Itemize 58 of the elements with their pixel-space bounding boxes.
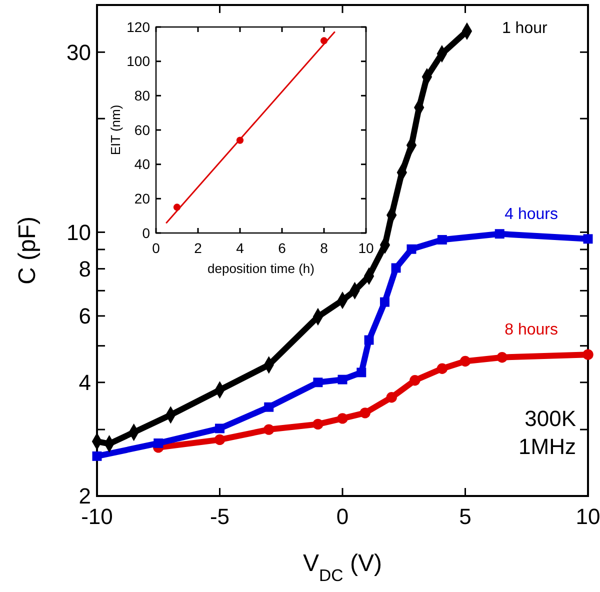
x-axis-title: deposition time (h) <box>208 261 314 276</box>
y-axis-title: C (pF) <box>14 216 41 284</box>
point <box>406 244 416 254</box>
y-tick-label: 40 <box>134 156 150 172</box>
y-tick-label: 6 <box>78 304 91 329</box>
y-tick-label: 120 <box>126 18 150 35</box>
x-tick-label: 2 <box>194 240 202 256</box>
point <box>214 434 226 446</box>
point <box>496 352 508 363</box>
x-tick-label: 6 <box>278 240 286 256</box>
x-tick-label: 8 <box>320 240 328 256</box>
y-tick-label: 0 <box>142 224 150 241</box>
point <box>360 408 370 418</box>
point <box>410 375 420 386</box>
point <box>494 229 504 239</box>
y-axis-title: EIT (nm) <box>108 104 123 156</box>
point <box>460 356 471 367</box>
y-tick-label: 4 <box>78 370 91 396</box>
x-tick-label: 4 <box>236 240 244 256</box>
point <box>356 368 366 378</box>
point <box>583 234 593 244</box>
point <box>264 402 274 412</box>
x-tick-label: 5 <box>459 504 472 529</box>
y-tick-label: 8 <box>78 256 91 282</box>
point <box>215 424 224 434</box>
point <box>154 438 164 448</box>
point <box>313 378 323 388</box>
series-label: 1 hour <box>502 20 548 38</box>
point <box>92 451 102 461</box>
point <box>320 37 328 44</box>
point <box>437 235 447 245</box>
point <box>312 418 324 430</box>
x-axis-title: V$_{DC}$ (V) <box>303 550 382 584</box>
x-tick-label: 10 <box>576 504 600 529</box>
point <box>582 349 594 360</box>
point <box>338 374 348 384</box>
y-tick-label: 30 <box>66 40 91 65</box>
point <box>337 413 348 424</box>
x-tick-label: 10 <box>358 240 374 256</box>
point <box>364 335 374 345</box>
x-tick-label: -5 <box>210 504 230 529</box>
y-tick-label: 20 <box>134 190 150 207</box>
point <box>436 363 448 374</box>
point <box>236 136 244 144</box>
y-tick-label: 60 <box>134 122 150 138</box>
point <box>391 263 401 273</box>
annotation: 300K <box>524 406 576 431</box>
point <box>173 204 181 211</box>
point <box>264 424 274 435</box>
point <box>380 297 390 307</box>
x-tick-label: 0 <box>152 240 160 256</box>
series-label: 8 hours <box>504 322 558 339</box>
point <box>386 392 397 403</box>
annotation: 1MHz <box>518 434 576 459</box>
series-label: 4 hours <box>504 206 558 223</box>
x-tick-label: 0 <box>336 504 349 529</box>
y-tick-label: 80 <box>134 88 150 104</box>
y-tick-label: 100 <box>126 53 150 70</box>
